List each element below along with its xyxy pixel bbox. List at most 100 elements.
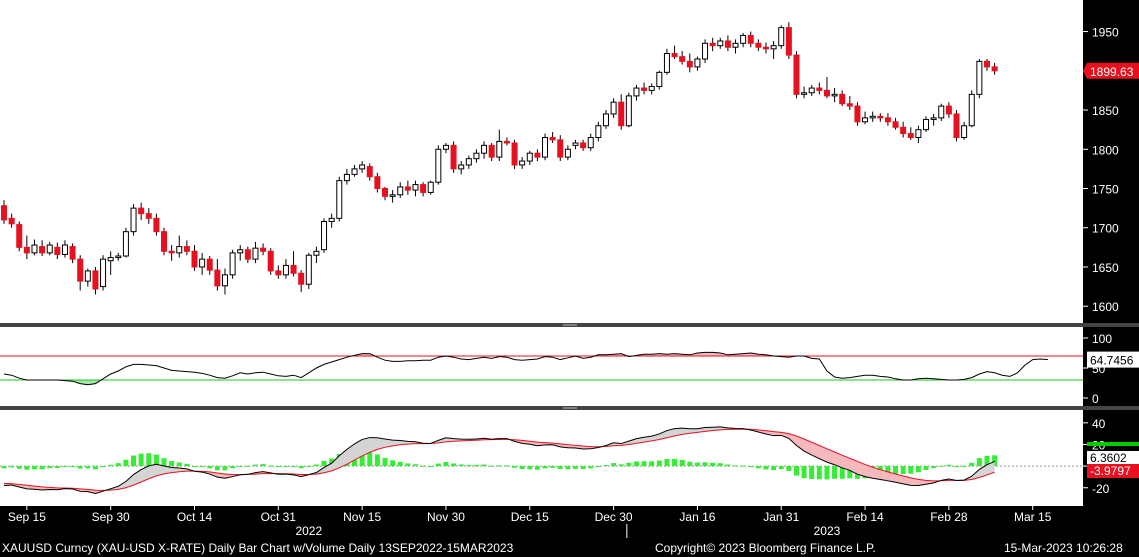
candle-down bbox=[145, 213, 152, 219]
candle-down bbox=[168, 250, 175, 254]
macd-histogram-bar bbox=[832, 466, 838, 479]
macd-histogram-bar bbox=[54, 466, 60, 469]
candle-up bbox=[465, 158, 472, 166]
candle-up bbox=[831, 93, 838, 97]
candle-up bbox=[694, 58, 701, 68]
macd-histogram-bar bbox=[31, 466, 37, 470]
axis-layer: Sep 15 Sep 30 Oct 14 Oct 31 Nov 15 Nov 30 Dec … bbox=[8, 506, 1052, 538]
macd-histogram-bar bbox=[489, 465, 495, 467]
candle-up bbox=[458, 164, 465, 170]
macd-histogram-bar bbox=[534, 466, 540, 470]
candle-up bbox=[968, 93, 975, 127]
candle-up bbox=[595, 125, 602, 138]
candle-down bbox=[991, 66, 998, 72]
macd-histogram-bar bbox=[748, 466, 754, 468]
macd-histogram-bar bbox=[679, 459, 685, 467]
candle-down bbox=[488, 144, 495, 158]
candle-down bbox=[785, 27, 792, 56]
candle-down bbox=[404, 186, 411, 191]
candle-down bbox=[839, 93, 846, 105]
macd-histogram-bar bbox=[230, 466, 236, 469]
macd-histogram-bar bbox=[847, 466, 853, 479]
macd-histogram-bar bbox=[519, 466, 525, 470]
footer-security-description: XAUUSD Curncy (XAU-USD X-RATE) Daily Bar… bbox=[2, 541, 514, 555]
candle-down bbox=[366, 166, 373, 178]
candle-down bbox=[153, 217, 160, 233]
macd-histogram-bar bbox=[237, 466, 243, 468]
macd-histogram-bar bbox=[969, 462, 975, 467]
macd-last-tag-box bbox=[1087, 451, 1139, 465]
macd-histogram-bar bbox=[931, 466, 937, 469]
macd-histogram-bar bbox=[100, 466, 106, 468]
macd-histogram-bar bbox=[435, 463, 441, 467]
macd-histogram-bar bbox=[70, 466, 76, 468]
macd-histogram-bar bbox=[405, 463, 411, 467]
macd-histogram-bar bbox=[938, 465, 944, 467]
candle-up bbox=[473, 152, 480, 160]
candle-up bbox=[526, 152, 533, 162]
macd-histogram-bar bbox=[146, 453, 152, 467]
macd-histogram-bar bbox=[39, 466, 45, 470]
candle-up bbox=[130, 207, 137, 233]
macd-histogram-bar bbox=[382, 457, 388, 467]
candle-down bbox=[618, 101, 625, 127]
candle-up bbox=[602, 113, 609, 127]
candle-up bbox=[397, 186, 404, 196]
macd-histogram-bar bbox=[359, 449, 365, 467]
macd-layer: 40200-206.3602-3.9797 bbox=[0, 417, 1139, 496]
candle-down bbox=[823, 89, 830, 97]
macd-histogram-bar bbox=[123, 459, 129, 467]
macd-histogram-bar bbox=[801, 466, 807, 479]
macd-histogram-bar bbox=[451, 463, 457, 467]
macd-histogram-bar bbox=[557, 466, 563, 470]
candle-up bbox=[481, 144, 488, 154]
macd-histogram-bar bbox=[260, 464, 266, 467]
macd-histogram-bar bbox=[946, 464, 952, 467]
candle-down bbox=[816, 87, 823, 91]
macd-histogram-bar bbox=[786, 466, 792, 471]
candle-up bbox=[313, 250, 320, 256]
candle-up bbox=[930, 117, 937, 120]
candle-up bbox=[107, 257, 114, 262]
time-axis-label: Oct 14 bbox=[177, 510, 213, 524]
candle-down bbox=[138, 207, 145, 215]
candle-up bbox=[115, 255, 122, 259]
macd-panel bbox=[0, 410, 1083, 506]
macd-histogram-bar bbox=[268, 465, 274, 467]
macd-histogram-bar bbox=[473, 464, 479, 467]
price-axis-label: 1850 bbox=[1092, 104, 1119, 118]
time-axis-label: Mar 15 bbox=[1014, 510, 1052, 524]
candle-up bbox=[176, 246, 183, 254]
macd-histogram-bar bbox=[176, 462, 182, 467]
macd-histogram-bar bbox=[92, 466, 98, 470]
oscillator-line bbox=[3, 351, 1048, 386]
macd-histogram-bar bbox=[199, 466, 205, 468]
time-axis-year-label: 2022 bbox=[295, 524, 322, 538]
macd-histogram-bar bbox=[458, 464, 464, 467]
price-last-value: 1899.63 bbox=[1090, 65, 1134, 79]
price-axis-label: 1800 bbox=[1092, 143, 1119, 157]
macd-histogram-bar bbox=[954, 466, 959, 468]
candle-up bbox=[587, 136, 594, 149]
macd-histogram-bar bbox=[306, 466, 312, 468]
macd-histogram-bar bbox=[298, 466, 304, 469]
candle-up bbox=[237, 249, 244, 254]
time-axis-label: Feb 28 bbox=[930, 510, 968, 524]
macd-histogram-bar bbox=[321, 460, 327, 467]
macd-histogram-bar bbox=[252, 464, 258, 467]
macd-histogram-bar bbox=[47, 466, 53, 469]
time-axis-label: Jan 16 bbox=[679, 510, 715, 524]
macd-histogram-bar bbox=[656, 460, 662, 467]
candle-down bbox=[206, 258, 213, 271]
candle-down bbox=[877, 115, 884, 119]
macd-histogram-bar bbox=[778, 466, 784, 470]
candle-down bbox=[161, 231, 168, 252]
candle-up bbox=[122, 231, 129, 257]
macd-histogram-bar bbox=[603, 465, 609, 467]
candle-down bbox=[892, 121, 899, 128]
footer-timestamp: 15-Mar-2023 10:26:28 bbox=[1004, 541, 1123, 555]
candle-down bbox=[793, 54, 800, 95]
macd-axis-label: 40 bbox=[1092, 417, 1106, 431]
candle-down bbox=[580, 142, 587, 149]
